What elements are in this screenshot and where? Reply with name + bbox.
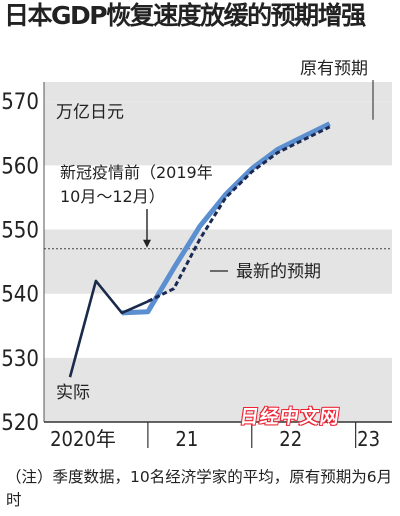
y-tick-label: 560 [1, 154, 39, 179]
y-tick-label: 540 [1, 283, 39, 308]
watermark-logo: 日经中文网 [238, 406, 342, 428]
series-label-actual: 实际 [56, 383, 90, 403]
y-tick-label: 570 [1, 90, 39, 115]
series-label-previous-forecast: 原有预期 [300, 59, 368, 79]
unit-label: 万亿日元 [56, 102, 124, 122]
x-tick-label: 23 [357, 427, 380, 451]
x-tick-label: 21 [175, 427, 198, 451]
series-line-actual [68, 279, 149, 378]
reference-arrow-head [143, 239, 151, 248]
x-tick-label: 2020年 [50, 427, 116, 451]
y-tick-label: 520 [1, 411, 39, 436]
series-label-latest-forecast: 最新的预期 [236, 262, 321, 282]
y-tick-label: 530 [1, 347, 39, 372]
chart-note: （注）季度数据，10名经济学家的平均，原有预期为6月时 [6, 468, 393, 509]
x-tick-label: 22 [279, 427, 302, 451]
grid-band [44, 101, 392, 166]
y-tick-label: 550 [1, 219, 39, 244]
series-line-latest-forecast [147, 125, 331, 303]
grid-band [44, 229, 392, 294]
grid-band [44, 357, 392, 422]
grid-band [44, 82, 392, 102]
reference-label-line1: 新冠疫情前（2019年 [60, 163, 213, 182]
reference-label-line2: 10月～12月） [60, 187, 165, 206]
chart-title: 日本GDP恢复速度放缓的预期增强 [4, 1, 366, 30]
